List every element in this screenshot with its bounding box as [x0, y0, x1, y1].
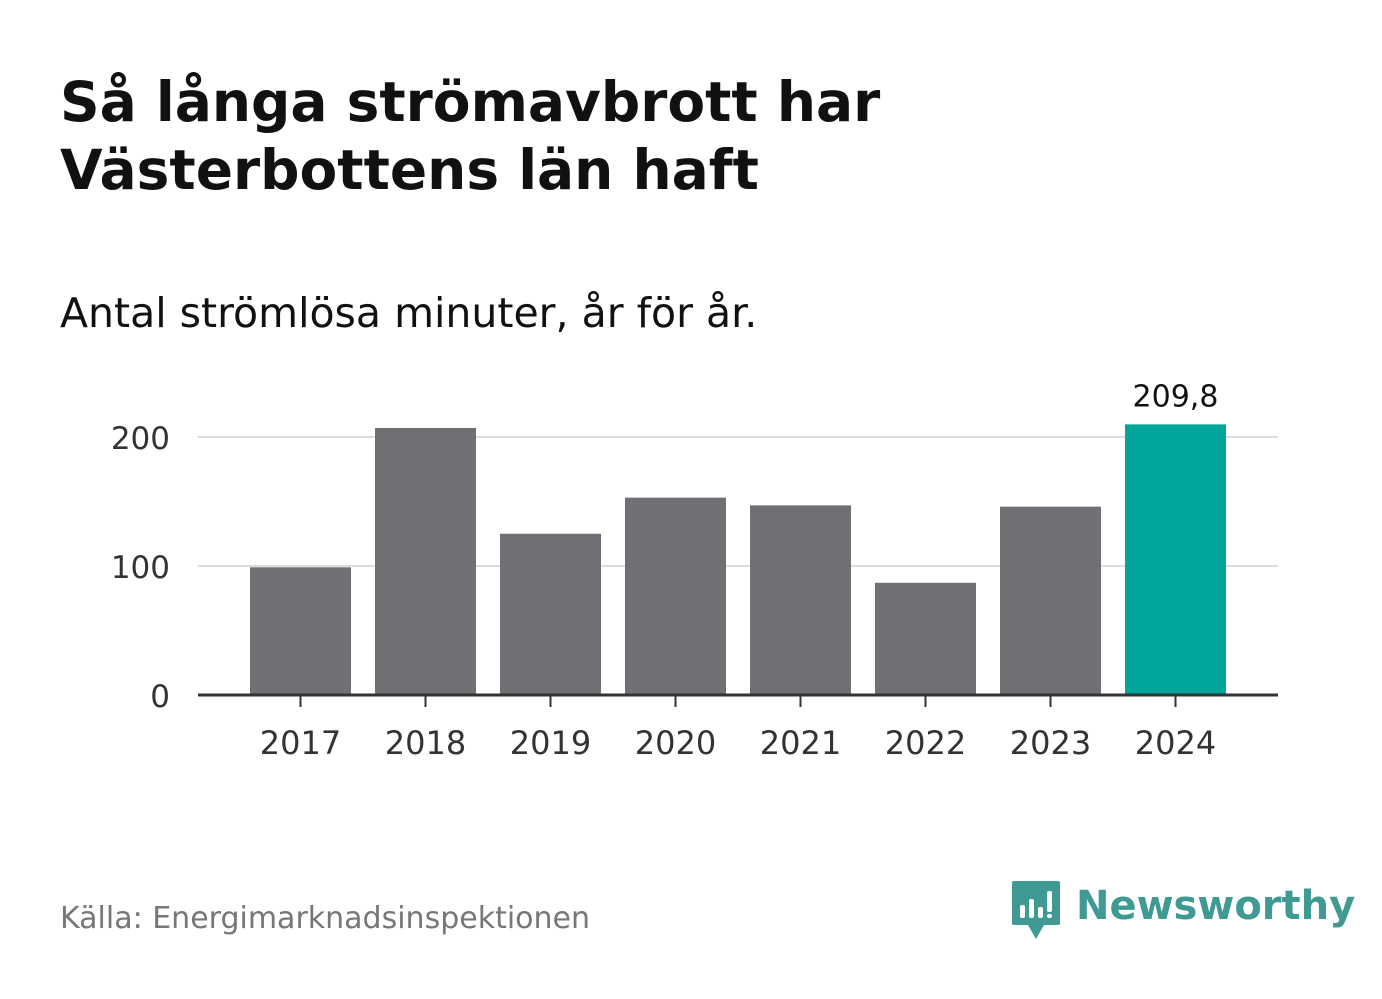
chart-subtitle: Antal strömlösa minuter, år för år.	[60, 289, 758, 337]
grid-lines	[198, 436, 1278, 567]
brand-name: Newsworthy	[1076, 883, 1356, 929]
bars	[250, 424, 1226, 695]
bar-chart: 0 100 200 2017 2018 2019 2020 2021 2022 2023 2024…	[111, 379, 1278, 762]
bar-2021	[750, 505, 851, 695]
x-tick-label: 2020	[635, 724, 716, 762]
x-axis-ticks: 2017 2018 2019 2020 2021 2022 2023 2024	[260, 695, 1216, 762]
bar-2023	[1000, 506, 1101, 695]
data-label-2024: 209,8	[1133, 379, 1219, 414]
y-tick-label: 0	[150, 679, 170, 715]
x-tick-label: 2023	[1010, 724, 1091, 762]
y-axis-ticks: 0 100 200	[111, 421, 170, 715]
bar-2017	[250, 567, 351, 695]
x-tick-label: 2022	[885, 724, 966, 762]
bar-2024	[1125, 424, 1226, 695]
source-note: Källa: Energimarknadsinspektionen	[60, 901, 591, 936]
bar-2020	[625, 497, 726, 695]
y-tick-label: 100	[111, 550, 170, 586]
x-tick-label: 2018	[385, 724, 466, 762]
brand: Newsworthy	[1010, 878, 1355, 942]
x-tick-label: 2021	[760, 724, 841, 762]
data-labels: 209,8	[1133, 379, 1219, 414]
bar-2022	[875, 582, 976, 695]
x-tick-label: 2024	[1135, 724, 1216, 762]
bar-2018	[375, 427, 476, 695]
y-tick-label: 200	[111, 421, 170, 457]
x-tick-label: 2019	[510, 724, 591, 762]
bar-2019	[500, 533, 601, 695]
chart-title: Så långa strömavbrott har Västerbottens …	[60, 70, 881, 202]
x-tick-label: 2017	[260, 724, 341, 762]
newsworthy-logo-icon	[1012, 881, 1060, 939]
